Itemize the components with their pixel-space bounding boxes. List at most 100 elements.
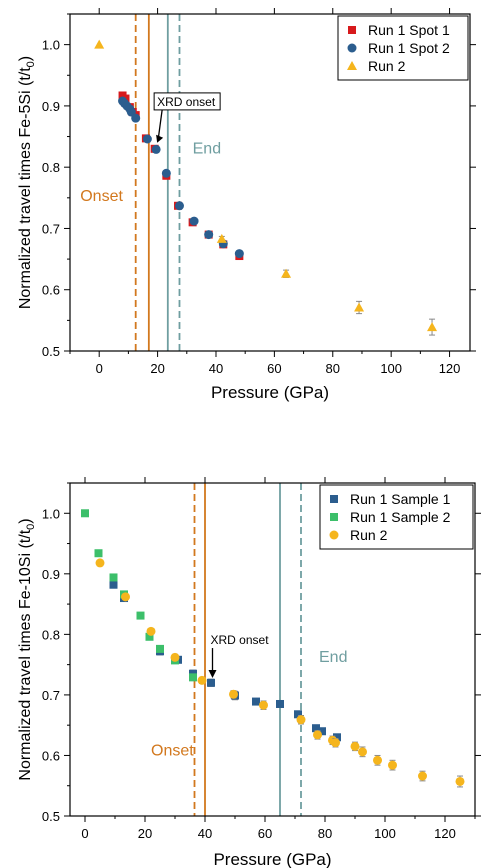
legend-marker-1	[348, 26, 356, 34]
data-point-circle	[331, 738, 340, 748]
x-tick-label: 0	[81, 826, 88, 841]
y-axis-label-main: Normalized travel times Fe-10Si (t/t	[17, 529, 34, 780]
data-point-circle	[373, 755, 382, 765]
y-axis-label-main: Normalized travel times Fe-5Si (t/t	[17, 67, 34, 309]
plot-frame	[69, 482, 476, 817]
y-axis-label: Normalized travel times Fe-10Si (t/t0)	[17, 518, 37, 780]
chart-2: Onset End XRD onset 0 20 40 60 80 100 120 0.5 0.6 0.…	[17, 477, 481, 868]
series-1	[109, 580, 341, 742]
legend-label-3: Run 2	[350, 527, 388, 543]
y-axis-label-subscript: 0	[25, 61, 37, 67]
y-tick-label: 0.8	[42, 627, 60, 642]
data-point-square	[312, 724, 320, 733]
x-tick-label: 120	[439, 361, 461, 376]
data-point-triangle	[216, 233, 227, 243]
data-point-square	[145, 632, 154, 641]
xrd-onset-arrowhead	[156, 134, 164, 143]
xrd-onset-arrowhead	[208, 669, 217, 678]
end-label: End	[319, 649, 347, 666]
series-2	[118, 96, 244, 259]
y-tick-label: 0.7	[42, 221, 60, 236]
x-tick-label: 60	[258, 826, 272, 841]
xrd-onset-label: XRD onset	[211, 633, 270, 647]
data-point-circle	[350, 741, 360, 751]
data-point-circle	[296, 715, 306, 725]
y-tick-label: 1.0	[42, 506, 60, 521]
data-point-triangle	[354, 302, 365, 312]
x-tick-label: 40	[209, 361, 223, 376]
legend-label-1: Run 1 Spot 1	[368, 22, 450, 38]
x-tick-label: 80	[326, 361, 340, 376]
data-point-circle	[388, 760, 397, 770]
y-tick-label: 0.6	[42, 283, 60, 298]
data-point-square	[156, 644, 164, 653]
series-2	[81, 509, 197, 682]
y-tick-label: 0.5	[42, 344, 60, 359]
data-point-square	[333, 733, 341, 742]
data-point-circle	[455, 776, 465, 786]
data-point-circle	[95, 558, 105, 568]
xrd-onset-arrow	[157, 109, 163, 140]
series-3	[95, 558, 465, 788]
data-point-circle	[358, 747, 367, 757]
data-point-square	[94, 549, 103, 558]
data-point-circle	[151, 144, 161, 154]
data-point-square	[109, 580, 118, 589]
legend-marker-3	[329, 530, 339, 540]
y-axis-label-close: )	[17, 56, 34, 61]
end-label: End	[193, 141, 221, 158]
y-tick-label: 0.7	[42, 688, 60, 703]
data-point-triangle	[427, 322, 438, 332]
onset-label: Onset	[80, 188, 123, 205]
data-point-square	[252, 697, 260, 706]
chart-1: Onset End XRD onset 0 20 40 60 80 100 120 0.5 0.6 0.…	[17, 8, 476, 402]
y-tick-label: 0.8	[42, 160, 60, 175]
x-tick-label: 60	[267, 361, 281, 376]
data-point-circle	[234, 249, 244, 259]
data-point-circle	[131, 113, 141, 123]
data-point-square	[294, 710, 302, 719]
legend-marker-1	[330, 495, 338, 503]
data-point-square	[318, 727, 326, 736]
legend-marker-2	[347, 43, 357, 53]
y-tick-label: 1.0	[42, 38, 60, 53]
legend-box	[319, 484, 474, 550]
y-axis-label-subscript: 0	[25, 524, 37, 530]
legend-box	[337, 15, 469, 81]
x-tick-label: 20	[138, 826, 152, 841]
legend-label-2: Run 1 Sample 2	[350, 509, 451, 525]
data-point-triangle	[281, 268, 292, 278]
data-point-circle	[259, 700, 268, 710]
data-point-square	[109, 573, 118, 582]
data-point-square	[207, 678, 215, 687]
data-point-circle	[204, 230, 214, 240]
legend-marker-3	[347, 61, 357, 70]
legend-label-3: Run 2	[368, 58, 406, 74]
y-tick-label: 0.9	[42, 99, 60, 114]
x-tick-label: 40	[198, 826, 212, 841]
legend-label-1: Run 1 Sample 1	[350, 491, 451, 507]
data-point-triangle	[94, 39, 105, 49]
data-point-circle	[229, 689, 238, 699]
data-point-square	[276, 699, 284, 708]
data-point-circle	[418, 771, 427, 781]
series-3	[94, 39, 438, 336]
data-point-circle	[313, 730, 322, 740]
legend-label-2: Run 1 Spot 2	[368, 40, 450, 56]
x-tick-label: 100	[374, 826, 396, 841]
x-axis-label: Pressure (GPa)	[211, 383, 329, 402]
data-point-square	[189, 673, 197, 682]
x-tick-label: 120	[434, 826, 456, 841]
xrd-onset-box	[153, 92, 221, 111]
xrd-onset-label: XRD onset	[157, 95, 216, 109]
x-tick-label: 100	[380, 361, 402, 376]
data-point-circle	[189, 216, 199, 226]
x-tick-label: 80	[318, 826, 332, 841]
y-axis-label: Normalized travel times Fe-5Si (t/t0)	[17, 56, 37, 309]
y-tick-label: 0.6	[42, 748, 60, 763]
x-tick-label: 0	[96, 361, 103, 376]
data-point-circle	[146, 626, 156, 636]
legend-marker-2	[330, 513, 338, 521]
data-point-circle	[170, 652, 180, 662]
